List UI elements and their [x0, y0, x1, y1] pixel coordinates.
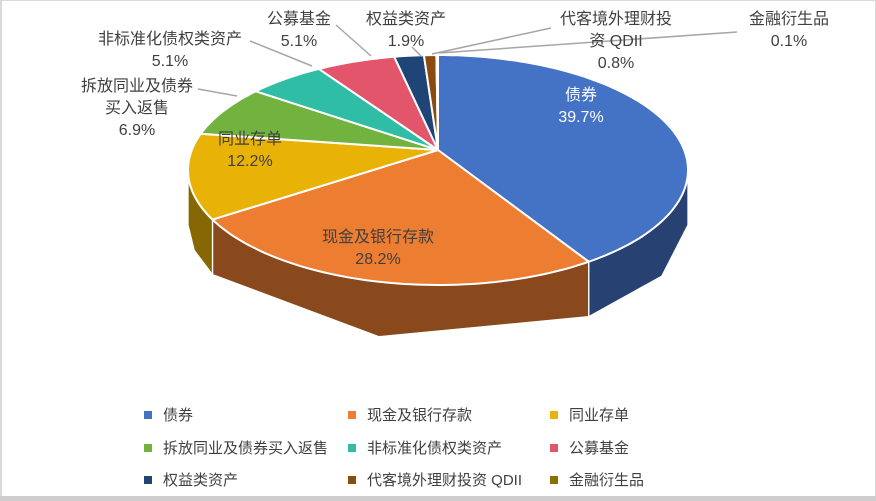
- legend-label: 现金及银行存款: [367, 407, 473, 424]
- legend-swatch: [144, 443, 152, 452]
- legend-swatch: [550, 410, 558, 419]
- pie-slice-5[interactable]: [254, 67, 439, 151]
- legend-swatch: [348, 410, 356, 419]
- legend-label: 拆放同业及债券买入返售: [163, 440, 329, 457]
- legend-label: 代客境外理财投资 QDII: [367, 472, 523, 489]
- leader-line-5: [249, 40, 313, 67]
- pie-slice-1[interactable]: [437, 54, 689, 263]
- leader-line-4: [197, 88, 238, 97]
- legend-item-9[interactable]: 金融衍生品: [550, 469, 644, 490]
- legend-swatch: [550, 475, 558, 484]
- pie-slice-6[interactable]: [317, 55, 439, 151]
- legend-label: 债券: [163, 407, 194, 424]
- window-bottom-edge: [0, 496, 876, 501]
- legend-item-7[interactable]: 权益类资产: [144, 469, 238, 490]
- legend-label: 同业存单: [569, 407, 630, 424]
- legend-item-1[interactable]: 债券: [144, 404, 193, 425]
- pie-slice-4[interactable]: [199, 90, 439, 151]
- legend-item-2[interactable]: 现金及银行存款: [348, 404, 472, 425]
- pie-slice-2[interactable]: [211, 149, 590, 286]
- legend-label: 权益类资产: [163, 472, 239, 489]
- legend-item-3[interactable]: 同业存单: [550, 404, 629, 425]
- legend-item-4[interactable]: 拆放同业及债券买入返售: [144, 437, 328, 458]
- leader-line-7: [411, 46, 422, 57]
- legend-swatch: [144, 410, 152, 419]
- legend-label: 公募基金: [569, 440, 630, 457]
- pie-slice-3[interactable]: [187, 132, 439, 221]
- pie-slice-9[interactable]: [435, 54, 439, 151]
- legend-label: 非标准化债权类资产: [367, 440, 503, 457]
- legend-swatch: [550, 443, 558, 452]
- leader-line-9: [438, 31, 738, 54]
- leader-line-6: [335, 24, 372, 57]
- legend-item-5[interactable]: 非标准化债权类资产: [348, 437, 502, 458]
- legend-swatch: [348, 443, 356, 452]
- legend-swatch: [144, 475, 152, 484]
- legend-swatch: [348, 475, 356, 484]
- legend-item-6[interactable]: 公募基金: [550, 437, 629, 458]
- leader-line-8: [431, 27, 552, 55]
- legend-label: 金融衍生品: [569, 472, 645, 489]
- legend-item-8[interactable]: 代客境外理财投资 QDII: [348, 469, 522, 490]
